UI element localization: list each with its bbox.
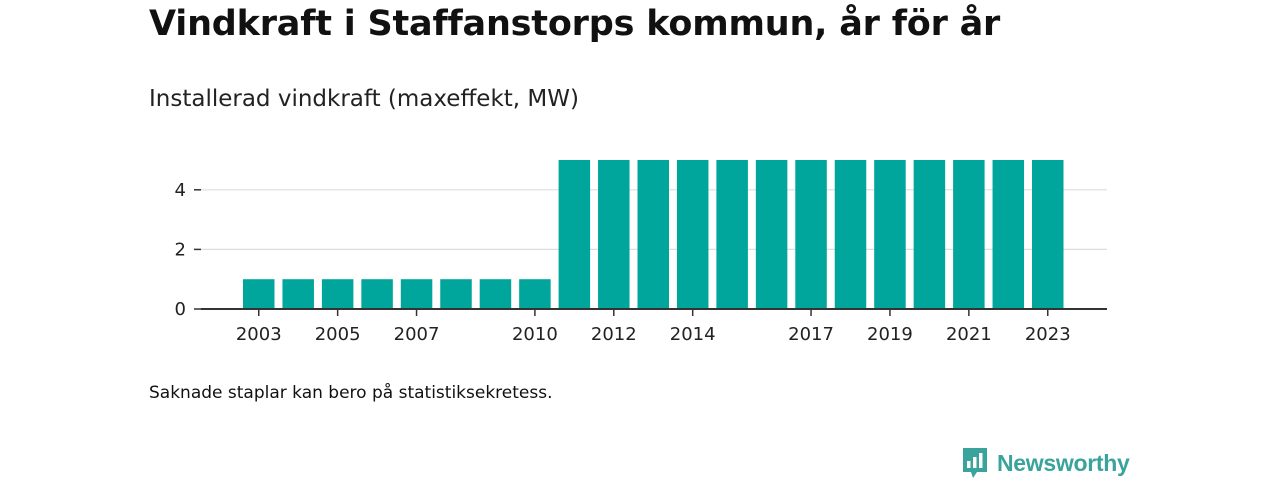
bar-2003 <box>243 279 275 309</box>
bar-2018 <box>834 160 867 309</box>
bar-2009 <box>479 279 512 309</box>
newsworthy-brand-link[interactable]: Newsworthy <box>961 446 1130 480</box>
brand-name: Newsworthy <box>997 449 1130 476</box>
bar-2011 <box>558 160 591 309</box>
chart-title: Vindkraft i Staffanstorps kommun, år för… <box>149 4 1001 44</box>
bar-2019 <box>874 160 906 309</box>
y-tick-label: 0 <box>175 299 186 320</box>
bars <box>243 160 1064 309</box>
x-tick-label: 2023 <box>1025 324 1071 345</box>
bar-2013 <box>637 160 669 309</box>
bar-2022 <box>992 160 1025 309</box>
bar-2017 <box>795 160 827 309</box>
bar-2004 <box>282 279 314 309</box>
x-tick-label: 2010 <box>512 324 558 345</box>
bar-2007 <box>400 279 433 309</box>
x-tick-label: 2005 <box>315 324 361 345</box>
axes: 0 2 4 2003 2005 2007 2010 2012 2014 2017 2019 2021 2… <box>175 180 1107 345</box>
bar-2008 <box>440 279 472 309</box>
bar-2006 <box>361 279 393 309</box>
bar-2010 <box>519 279 551 309</box>
bar-2005 <box>321 279 354 309</box>
newsworthy-logo-icon <box>963 448 987 478</box>
bar-chart: 0 2 4 2003 2005 2007 2010 2012 2014 2017 2019 2021 2… <box>175 160 1107 345</box>
y-tick-label: 4 <box>175 180 186 201</box>
bar-2015 <box>716 160 748 309</box>
chart-subtitle: Installerad vindkraft (maxeffekt, MW) <box>149 86 579 112</box>
bar-2020 <box>913 160 946 309</box>
bar-2021 <box>953 160 985 309</box>
x-tick-label: 2003 <box>236 324 282 345</box>
y-tick-label: 2 <box>175 239 186 260</box>
x-tick-label: 2014 <box>670 324 716 345</box>
x-tick-label: 2012 <box>591 324 637 345</box>
x-tick-label: 2019 <box>867 324 913 345</box>
bar-2012 <box>598 160 630 309</box>
footnote: Saknade staplar kan bero på statistiksek… <box>149 383 553 403</box>
x-tick-label: 2007 <box>394 324 440 345</box>
x-tick-label: 2021 <box>946 324 992 345</box>
bar-2016 <box>755 160 788 309</box>
bar-2023 <box>1032 160 1064 309</box>
x-tick-label: 2017 <box>788 324 834 345</box>
bar-2014 <box>676 160 709 309</box>
